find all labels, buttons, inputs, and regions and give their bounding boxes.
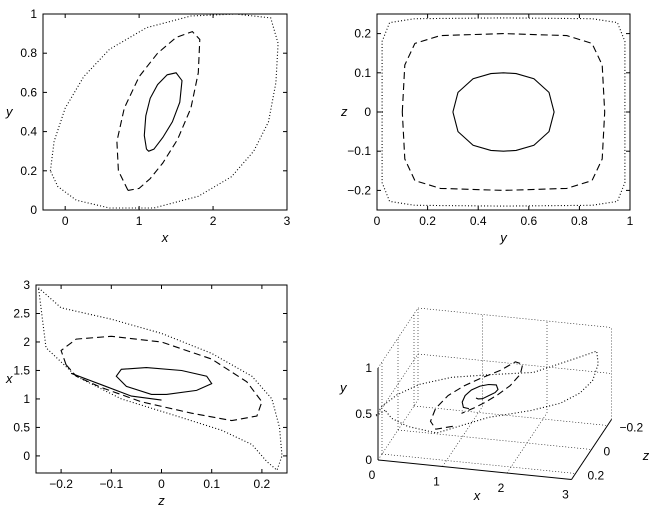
x-tick-label: −0.1 [99,477,123,491]
grid-line [397,429,592,450]
x-tick-label: −0.2 [49,477,73,491]
x-tick-label: 0.6 [520,214,537,228]
y-axis-label: y [5,104,14,119]
x-tick-label: 0 [374,214,381,228]
y-tick-label: 0.8 [20,46,37,60]
y-tick-label: 1 [23,392,30,406]
y-tick-label: 3 [23,278,30,292]
trajectory-curve-dotted [49,13,279,209]
y-axis-label: y [339,380,348,395]
y-tick-label: 0.1 [354,66,371,80]
x-tick-label: 0.1 [203,477,220,491]
y-tick-label: 0.6 [20,85,37,99]
trajectory-curve-dashed [116,30,201,191]
x-tick-label: 1 [627,214,634,228]
x-tick-label: 2 [210,214,217,228]
y-tick-label: −0.2 [347,183,371,197]
trajectory-curve-solid [70,372,162,401]
y-tick-label: 0.4 [20,125,37,139]
trajectory-curve-dotted [37,287,283,472]
z-axis-label: z [642,448,650,463]
trajectory-curve-solid [143,72,183,152]
grid-line [417,307,612,328]
y-tick-label: 2 [23,335,30,349]
x-tick-label: 0.2 [419,214,436,228]
x-tick-label: 0 [369,468,376,482]
grid-line [377,307,419,369]
x-axis-label: x [473,488,481,503]
trajectory-curve-3d-solid [461,383,499,410]
x-tick-label: 0.2 [254,477,271,491]
y-tick-label: 0.5 [13,420,30,434]
trajectory-curve-dashed [60,335,263,422]
y-axis-label: x [5,371,13,386]
grid-line [381,453,576,474]
z-tick-label: −0.2 [620,421,644,435]
x-tick-label: 3 [284,214,291,228]
x-tick-label: 2 [498,481,505,495]
trajectory-curve-dotted [381,17,626,207]
y-tick-label: 0 [364,105,371,119]
trajectory-curve-3d-dashed [429,361,524,430]
x-axis-label: y [499,230,508,245]
x-tick-label: 0 [158,477,165,491]
x-tick-label: 0.8 [571,214,588,228]
y-tick-label: −0.1 [347,144,371,158]
x-tick-label: 1 [433,475,440,489]
zx-projection-panel: −0.2 −0.1 0 0.1 0.2 0 0.5 1 1.5 2 2.5 3 z x [5,278,288,508]
grid-line [417,353,612,374]
z-tick-label: 0.2 [588,469,605,483]
z-axis-line [571,419,612,480]
plot-frame [42,13,288,211]
xy-projection-panel: 0 1 2 3 0 0.2 0.4 0.6 0.8 1 x y [5,7,291,245]
x-tick-label: 0.4 [470,214,487,228]
grid-line [413,405,608,426]
y-tick-label: 0 [365,453,372,467]
z-tick-label: 0 [604,445,611,459]
x-tick-label: 3 [562,488,569,502]
y-tick-label: 2.5 [13,306,30,320]
y-tick-label: 0.5 [355,407,372,421]
plot-frame [35,284,288,474]
y-tick-label: 0.2 [354,27,371,41]
grid-line [442,406,483,467]
x-axis-label: z [157,493,165,508]
x-tick-label: 1 [136,214,143,228]
trajectory-curve-3d-dotted [374,350,599,434]
xyz-3d-panel: 0 1 2 3 0 0.5 1 0.2 0 −0.2 x y z [339,307,650,503]
x-axis-line [377,459,572,480]
y-tick-label: 1 [365,361,372,375]
x-axis-label: x [161,230,169,245]
y-tick-label: 1 [30,7,37,21]
trajectory-curve-dashed [401,33,606,191]
trajectory-curve-solid [452,72,555,152]
trajectory-curve-solid [115,367,213,395]
y-tick-label: 0 [30,203,37,217]
x-tick-label: 0 [62,214,69,228]
y-axis-label: z [340,104,348,119]
yz-projection-panel: 0 0.2 0.4 0.6 0.8 1 −0.2 −0.1 0 0.1 0.2 y z [340,13,634,245]
y-tick-label: 0 [23,449,30,463]
y-tick-label: 0.2 [20,164,37,178]
grid-line [377,353,419,415]
y-tick-label: 1.5 [13,363,30,377]
